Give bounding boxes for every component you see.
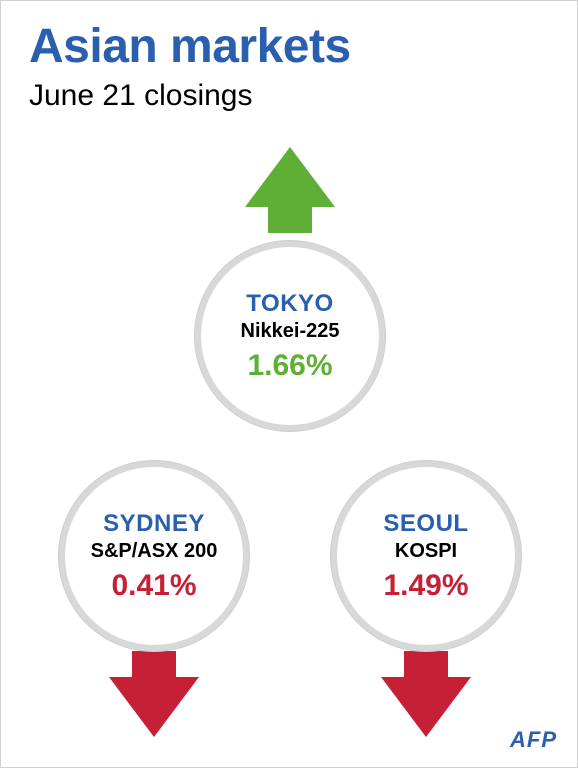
index-label: KOSPI [395,540,457,563]
sydney-arrow-stem [132,651,176,677]
sydney-arrow-down-icon [109,677,199,737]
pct-change: 0.41% [111,569,196,603]
index-label: Nikkei-225 [241,320,340,343]
tokyo-arrow-stem [268,207,312,233]
city-label: SYDNEY [103,510,205,538]
subtitle: June 21 closings [29,79,252,113]
source-credit: AFP [510,727,557,753]
pct-change: 1.66% [247,349,332,383]
market-bubble-seoul: SEOUL KOSPI 1.49% [331,461,521,651]
market-bubble-tokyo: TOKYO Nikkei-225 1.66% [195,241,385,431]
seoul-arrow-stem [404,651,448,677]
tokyo-arrow-up-icon [245,147,335,207]
index-label: S&P/ASX 200 [91,540,218,563]
city-label: TOKYO [246,290,333,318]
market-bubble-sydney: SYDNEY S&P/ASX 200 0.41% [59,461,249,651]
city-label: SEOUL [383,510,468,538]
main-title: Asian markets [29,19,351,74]
pct-change: 1.49% [383,569,468,603]
infographic-canvas: Asian markets June 21 closings TOKYO Nik… [0,0,578,768]
seoul-arrow-down-icon [381,677,471,737]
